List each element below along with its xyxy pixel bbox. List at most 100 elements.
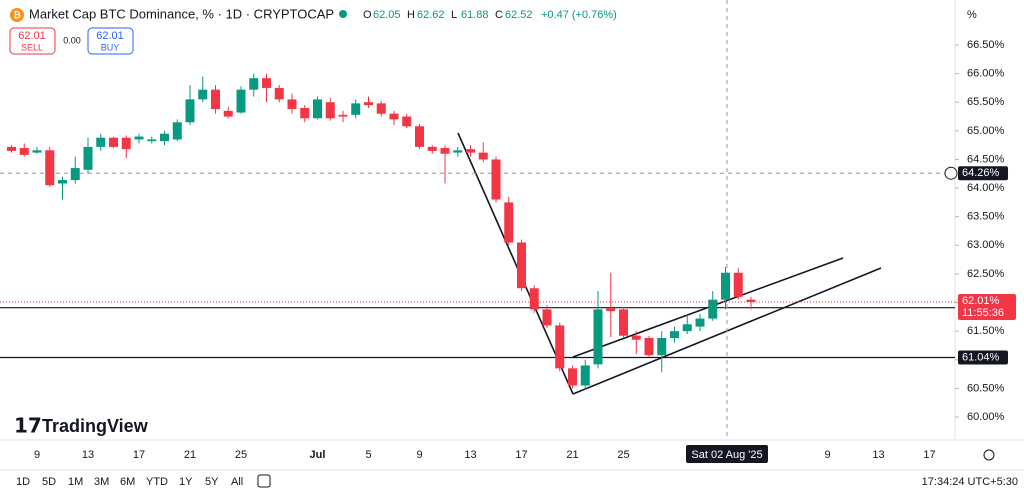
candle-body (427, 146, 437, 151)
axis-unit[interactable]: % (967, 9, 977, 21)
change: +0.47 (+0.76%) (541, 9, 617, 21)
x-tick-label: 13 (82, 449, 94, 461)
candle-body (542, 309, 552, 326)
x-tick-label: Jul (310, 449, 326, 461)
ohlc-key: L (451, 9, 457, 21)
timeframe-button[interactable]: 1Y (179, 476, 193, 488)
candle-body (593, 309, 603, 365)
crosshair-price-bg (958, 166, 1008, 181)
x-tick-label: 25 (235, 449, 247, 461)
add-alert-icon[interactable] (944, 166, 958, 180)
x-tick-label: 21 (184, 449, 196, 461)
sell-button[interactable] (9, 27, 56, 55)
candle-body (746, 299, 756, 302)
buy-button[interactable] (87, 27, 134, 55)
candle-body (249, 78, 259, 90)
x-tick-label: 9 (34, 449, 40, 461)
buy-label[interactable]: BUY (101, 42, 120, 52)
y-tick-label: 66.00% (967, 68, 1005, 80)
btc-icon-glyph: ₿ (13, 10, 20, 20)
ohlc-key: H (407, 9, 415, 21)
candle-body (338, 114, 348, 117)
candle-body (185, 99, 195, 123)
timeframe-button[interactable]: 1D (16, 476, 30, 488)
timeframe-button[interactable]: 5Y (205, 476, 219, 488)
timeframe-button[interactable]: 5D (42, 476, 56, 488)
ohlc-value: 61.88 (461, 9, 489, 21)
candle-body (606, 308, 616, 312)
candle-body (223, 110, 233, 117)
candle-body (287, 99, 297, 110)
candle-body (580, 365, 590, 386)
y-tick-label: 65.00% (967, 125, 1005, 137)
candle-body (682, 324, 692, 332)
chart-title: Market Cap BTC Dominance, % · 1D · CRYPT… (29, 6, 334, 21)
crosshair-date-label: Sat 02 Aug '25 (691, 449, 762, 461)
spread: 0.00 (63, 35, 81, 45)
y-tick-label: 65.50% (967, 96, 1005, 108)
candle-body (440, 148, 450, 154)
trend-line (457, 132, 574, 395)
candle-body (504, 202, 514, 243)
buy-price[interactable]: 62.01 (96, 30, 124, 42)
candle-body (517, 242, 526, 289)
logo: TradingView (42, 416, 149, 436)
timeframe-button[interactable]: 1M (68, 476, 83, 488)
crosshair-price-label: 64.26% (962, 167, 1000, 179)
candle-body (631, 335, 641, 340)
x-tick-label: 25 (617, 449, 629, 461)
timeframe-button[interactable]: YTD (146, 476, 168, 488)
date-range-icon[interactable] (257, 474, 271, 488)
candle-body (466, 149, 475, 153)
candle-body (415, 126, 424, 147)
candle-body (657, 338, 667, 356)
candle-body (402, 116, 412, 127)
candle-body (733, 272, 743, 297)
clock: 17:34:24 UTC+5:30 (922, 476, 1018, 488)
candle-body (364, 102, 373, 106)
candle-body (198, 89, 208, 100)
sell-price[interactable]: 62.01 (18, 30, 46, 42)
price-line-label-bg (958, 350, 1008, 365)
candle-body (134, 136, 144, 140)
candle-body (721, 272, 730, 300)
timeframe-button[interactable]: All (231, 476, 243, 488)
ohlc-value: 62.05 (373, 9, 401, 21)
candle-body (19, 148, 29, 155)
candle-body (619, 309, 628, 336)
candle-body (478, 152, 488, 160)
timeframe-button[interactable]: 6M (120, 476, 135, 488)
candle-body (147, 139, 157, 142)
timeframe-button[interactable]: 3M (94, 476, 109, 488)
sell-label[interactable]: SELL (21, 42, 43, 52)
y-tick-label: 66.50% (967, 39, 1005, 51)
candle-body (211, 89, 220, 110)
candle-body (96, 137, 106, 147)
x-tick-label: 17 (923, 449, 935, 461)
candle-body (172, 122, 182, 140)
candle-body (453, 150, 463, 153)
y-tick-label: 63.50% (967, 211, 1005, 223)
candle-body (529, 288, 539, 310)
candle-body (45, 150, 55, 186)
y-tick-label: 60.00% (967, 411, 1005, 423)
settings-icon[interactable] (983, 449, 995, 461)
x-tick-label: 21 (566, 449, 578, 461)
candle-body (32, 150, 42, 153)
x-tick-label: 9 (824, 449, 830, 461)
y-tick-label: 62.50% (967, 268, 1005, 280)
x-tick-label: 17 (133, 449, 145, 461)
candle-body (121, 137, 131, 150)
logo-mark: 𝟭𝟳 (14, 415, 42, 437)
candle-body (160, 133, 169, 142)
candle-body (7, 146, 16, 151)
candle-body (83, 146, 93, 170)
ohlc-key: O (363, 9, 372, 21)
candle-body (70, 168, 80, 181)
last-price-bg (958, 293, 1016, 320)
y-tick-label: 61.50% (967, 325, 1005, 337)
candle-body (644, 338, 654, 356)
